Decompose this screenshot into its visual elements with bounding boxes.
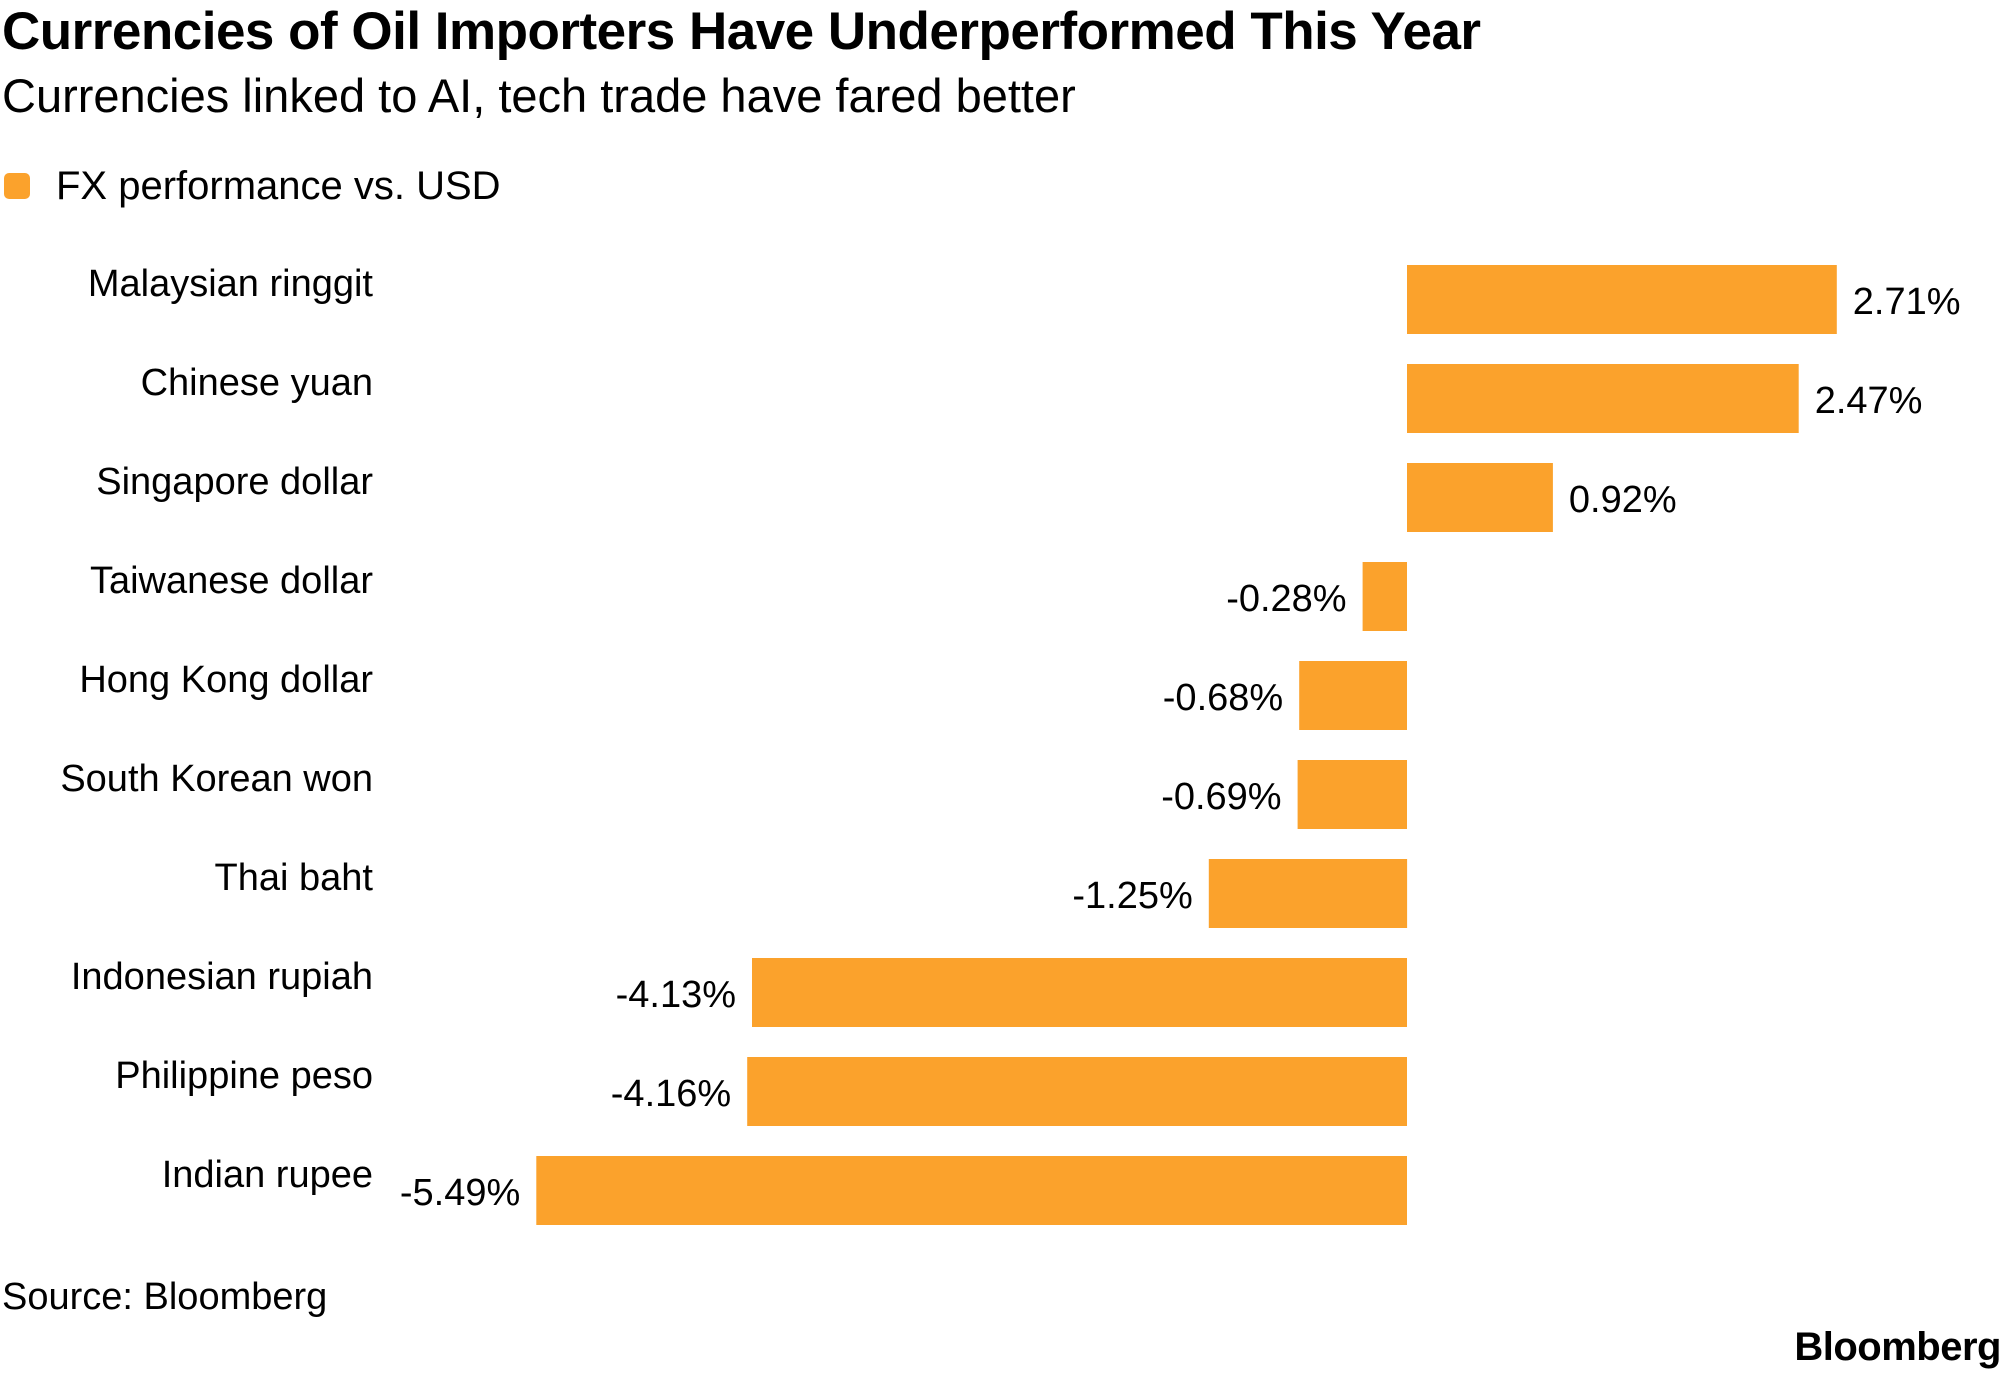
chart-subtitle: Currencies linked to AI, tech trade have… <box>2 69 1076 122</box>
bar-indonesian-rupiah <box>752 958 1407 1027</box>
category-label: South Korean won <box>60 758 373 800</box>
category-label: Indonesian rupiah <box>71 956 373 998</box>
bloomberg-logo: Bloomberg <box>1794 1325 2001 1369</box>
bar-singapore-dollar <box>1407 463 1553 532</box>
value-label: -0.28% <box>1226 578 1346 620</box>
category-label: Malaysian ringgit <box>88 263 374 305</box>
bar-thai-baht <box>1208 859 1408 928</box>
chart-title: Currencies of Oil Importers Have Underpe… <box>2 2 1481 61</box>
category-label: Chinese yuan <box>141 362 373 404</box>
bar-south-korean-won <box>1297 760 1407 829</box>
category-label: Hong Kong dollar <box>79 659 373 701</box>
category-label: Indian rupee <box>162 1154 373 1196</box>
bar-chinese-yuan <box>1407 364 1799 433</box>
legend-swatch <box>4 173 30 199</box>
bar-philippine-peso <box>747 1057 1407 1126</box>
bar-hong-kong-dollar <box>1299 661 1407 730</box>
bar-indian-rupee <box>536 1156 1407 1225</box>
category-label: Thai baht <box>215 857 374 899</box>
value-label: -1.25% <box>1072 875 1192 917</box>
value-label: -0.68% <box>1163 677 1283 719</box>
bar-malaysian-ringgit <box>1407 265 1837 334</box>
legend-label: FX performance vs. USD <box>56 163 501 208</box>
category-label: Philippine peso <box>115 1055 373 1097</box>
source-note: Source: Bloomberg <box>2 1276 328 1318</box>
category-label: Singapore dollar <box>96 461 373 503</box>
category-label: Taiwanese dollar <box>90 560 373 602</box>
bar-taiwanese-dollar <box>1362 562 1407 631</box>
value-label: -0.69% <box>1161 776 1281 818</box>
value-label: -4.16% <box>611 1073 731 1115</box>
value-label: -5.49% <box>400 1172 520 1214</box>
value-label: -4.13% <box>616 974 736 1016</box>
value-label: 0.92% <box>1569 479 1677 521</box>
value-label: 2.47% <box>1815 380 1923 422</box>
legend: FX performance vs. USD <box>4 160 501 212</box>
value-label: 2.71% <box>1853 281 1961 323</box>
